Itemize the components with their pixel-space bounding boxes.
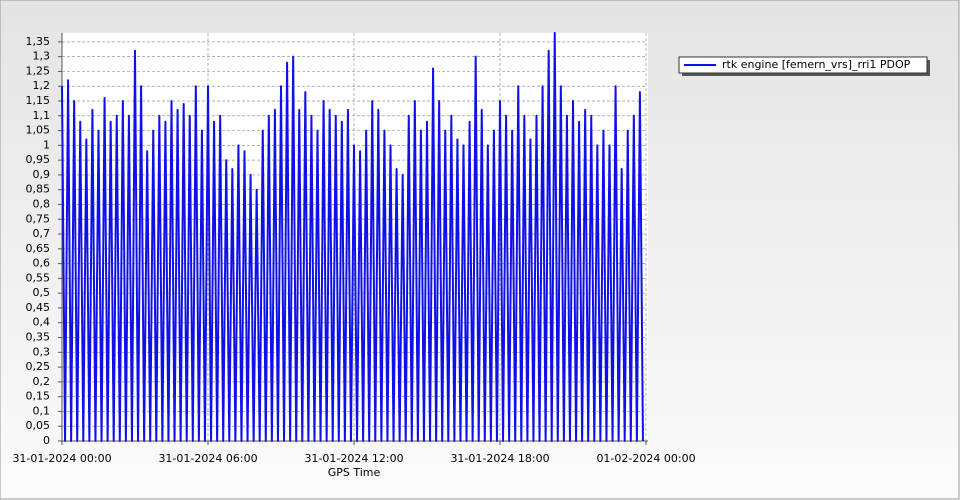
y-tick-label: 0,6 xyxy=(33,257,51,270)
y-tick-label: 1,15 xyxy=(26,94,51,107)
y-tick-label: 1,3 xyxy=(33,50,51,63)
x-tick-label: 31-01-2024 06:00 xyxy=(158,452,257,465)
x-tick-label: 01-02-2024 00:00 xyxy=(596,452,695,465)
y-tick-label: 0,95 xyxy=(26,153,51,166)
y-tick-label: 0,1 xyxy=(33,404,51,417)
y-tick-label: 0,65 xyxy=(26,242,51,255)
y-tick-label: 0,55 xyxy=(26,271,51,284)
y-tick-label: 0,15 xyxy=(26,390,51,403)
y-tick-label: 0,9 xyxy=(33,168,51,181)
y-tick-label: 0 xyxy=(43,434,50,447)
y-tick-label: 0,3 xyxy=(33,345,51,358)
legend-label: rtk engine [femern_vrs]_rri1 PDOP xyxy=(722,58,911,71)
y-tick-label: 0,85 xyxy=(26,183,51,196)
y-tick-label: 1,05 xyxy=(26,124,51,137)
y-tick-label: 0,05 xyxy=(26,419,51,432)
y-tick-label: 0,25 xyxy=(26,360,51,373)
y-tick-label: 0,35 xyxy=(26,331,51,344)
data-line xyxy=(61,32,644,442)
x-tick-label: 31-01-2024 18:00 xyxy=(450,452,549,465)
x-tick-label: 31-01-2024 00:00 xyxy=(12,452,111,465)
y-tick-label: 1,35 xyxy=(26,35,51,48)
y-tick-label: 0,75 xyxy=(26,212,51,225)
y-tick-label: 1,25 xyxy=(26,64,51,77)
y-tick-label: 0,8 xyxy=(33,197,51,210)
y-tick-label: 0,4 xyxy=(33,316,51,329)
y-tick-label: 0,2 xyxy=(33,375,51,388)
y-tick-label: 1 xyxy=(43,138,50,151)
x-axis-title: GPS Time xyxy=(328,466,381,479)
y-tick-label: 1,1 xyxy=(33,109,51,122)
legend-box xyxy=(678,56,928,74)
y-tick-label: 0,5 xyxy=(33,286,51,299)
y-tick-label: 1,2 xyxy=(33,79,51,92)
y-tick-label: 0,7 xyxy=(33,227,51,240)
x-tick-label: 31-01-2024 12:00 xyxy=(304,452,403,465)
y-tick-label: 0,45 xyxy=(26,301,51,314)
